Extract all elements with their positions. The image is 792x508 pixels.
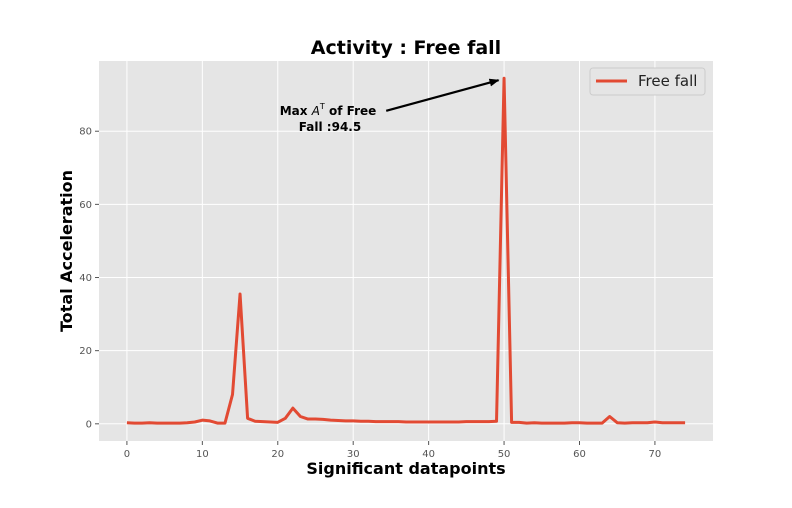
y-tick-label-0: 0 bbox=[86, 419, 92, 430]
legend-box bbox=[589, 67, 706, 96]
x-tick-label-50: 50 bbox=[498, 449, 511, 460]
x-tick-label-40: 40 bbox=[422, 449, 435, 460]
x-tick-label-70: 70 bbox=[649, 449, 662, 460]
annotation-arrow bbox=[385, 78, 500, 112]
y-axis-title: Total Acceleration bbox=[57, 170, 76, 332]
x-tick-label-30: 30 bbox=[347, 449, 360, 460]
x-tick-label-10: 10 bbox=[196, 449, 209, 460]
annotation-line-1: Max AT of Free bbox=[280, 102, 377, 118]
x-tick-label-60: 60 bbox=[573, 449, 586, 460]
x-axis-title: Significant datapoints bbox=[306, 459, 505, 478]
plot-background bbox=[99, 61, 713, 441]
x-tick-label-0: 0 bbox=[124, 449, 130, 460]
axis-ticks: 0 10 20 30 40 50 60 70 0 20 40 60 80 bbox=[79, 127, 661, 460]
y-tick-label-60: 60 bbox=[79, 200, 92, 211]
y-tick-label-20: 20 bbox=[79, 346, 92, 357]
y-tick-label-80: 80 bbox=[79, 127, 92, 138]
series-line-free-fall bbox=[126, 76, 686, 425]
y-tick-label-40: 40 bbox=[79, 273, 92, 284]
x-tick-label-20: 20 bbox=[271, 449, 284, 460]
legend: Free fall bbox=[589, 67, 706, 96]
annotation: Max AT of Free Fall :94.5 bbox=[280, 78, 500, 134]
legend-label-free-fall: Free fall bbox=[638, 72, 697, 90]
annotation-line-2: Fall :94.5 bbox=[299, 120, 361, 134]
chart-title: Activity : Free fall bbox=[311, 37, 501, 59]
